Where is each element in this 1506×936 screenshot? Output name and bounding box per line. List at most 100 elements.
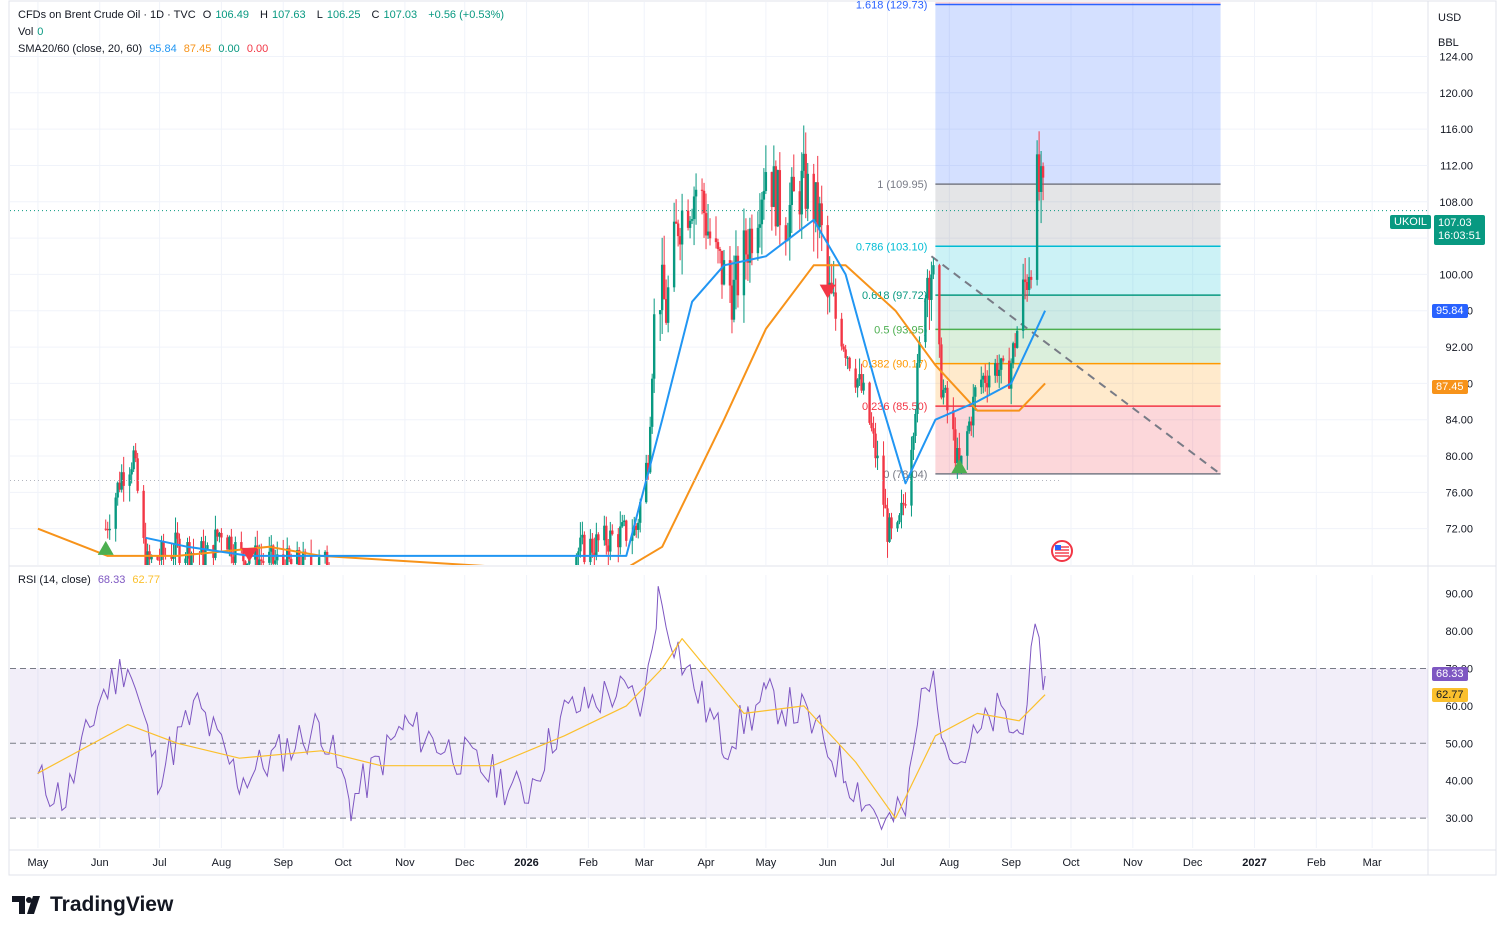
candle-body bbox=[706, 231, 710, 236]
price-tick-label: 72.00 bbox=[1445, 524, 1473, 536]
candle-body bbox=[858, 374, 861, 380]
price-tick-label: 112.00 bbox=[1440, 160, 1473, 172]
candle-body bbox=[708, 231, 712, 239]
candle-body bbox=[848, 357, 851, 369]
candle-body bbox=[994, 363, 997, 376]
price-tick-label: 76.00 bbox=[1445, 487, 1473, 499]
candle-body bbox=[156, 556, 159, 560]
candle-body bbox=[226, 537, 229, 550]
candle-body bbox=[246, 563, 249, 565]
candle-body bbox=[678, 236, 682, 245]
candle-body bbox=[662, 264, 666, 300]
fib-level-label: 0.786 (103.10) bbox=[856, 241, 928, 253]
time-tick-label: Aug bbox=[212, 857, 232, 869]
rsi-tick-label: 40.00 bbox=[1445, 776, 1473, 788]
time-tick-label: Jun bbox=[91, 857, 109, 869]
candle-body bbox=[816, 182, 819, 228]
sma60-value: 87.45 bbox=[183, 43, 212, 55]
fib-zone bbox=[935, 246, 1221, 296]
low-label: L bbox=[316, 9, 323, 21]
time-tick-label: Mar bbox=[1363, 857, 1382, 869]
candle-body bbox=[868, 382, 871, 423]
candle-body bbox=[722, 260, 726, 285]
candle-body bbox=[108, 528, 111, 531]
candle-body bbox=[944, 387, 947, 390]
candle-body bbox=[800, 170, 803, 215]
low-value: 106.25 bbox=[326, 9, 361, 21]
fib-level-label: 0.382 (90.17) bbox=[862, 359, 927, 371]
candle-body bbox=[760, 199, 764, 225]
candle-body bbox=[798, 191, 801, 215]
candle-body bbox=[1029, 276, 1033, 280]
candle-body bbox=[631, 535, 634, 541]
sell-signal-marker bbox=[819, 284, 836, 299]
candle-body bbox=[972, 396, 975, 426]
candle-body bbox=[577, 551, 580, 558]
candle-body bbox=[114, 497, 117, 529]
unit-label[interactable]: BBL bbox=[1438, 37, 1459, 49]
candle-body bbox=[309, 554, 313, 565]
time-tick-label: Oct bbox=[1062, 857, 1079, 869]
candle-body bbox=[136, 458, 139, 491]
candle-body bbox=[918, 342, 921, 364]
volume-label: Vol bbox=[18, 26, 34, 38]
candle-body bbox=[834, 292, 837, 319]
fib-level-label: 0.618 (97.72) bbox=[862, 290, 927, 302]
candle-body bbox=[652, 314, 656, 379]
candle-body bbox=[874, 433, 877, 459]
time-tick-label: Apr bbox=[697, 857, 714, 869]
candle-body bbox=[886, 508, 889, 542]
sma-label: SMA20/60 (close, 20, 60) bbox=[18, 43, 143, 55]
chart-border bbox=[8, 0, 1497, 876]
sell-signal-marker bbox=[241, 547, 258, 562]
candle-body bbox=[605, 525, 608, 546]
currency-label[interactable]: USD bbox=[1438, 12, 1462, 24]
fib-level-label: 1.618 (129.73) bbox=[856, 0, 928, 11]
time-tick-label: Jun bbox=[819, 857, 837, 869]
fib-zone bbox=[935, 295, 1221, 330]
candle-body bbox=[844, 349, 847, 358]
candle-body bbox=[295, 549, 299, 565]
candle-body bbox=[1015, 330, 1019, 348]
candle-body bbox=[958, 448, 961, 469]
rsi-label: RSI (14, close) bbox=[18, 574, 91, 586]
candle-body bbox=[186, 542, 189, 559]
fib-level-label: 0.5 (93.95) bbox=[874, 324, 927, 336]
candle-body bbox=[262, 561, 265, 563]
candle-body bbox=[290, 558, 293, 565]
candle-body bbox=[882, 455, 885, 505]
candle-body bbox=[206, 545, 209, 551]
candle-body bbox=[884, 504, 887, 509]
candle-body bbox=[664, 299, 668, 323]
candle-body bbox=[288, 548, 291, 559]
candle-body bbox=[956, 448, 959, 464]
candle-body bbox=[998, 369, 1001, 376]
candle-body bbox=[234, 542, 237, 563]
candle-body bbox=[890, 517, 893, 529]
fibonacci-retracement[interactable]: 1.618 (129.73) 1 (109.95) 0.786 (103.10) 0.… bbox=[856, 0, 1222, 481]
time-tick-label: Feb bbox=[1307, 857, 1326, 869]
candle-body bbox=[762, 191, 766, 200]
price-tick-label: 84.00 bbox=[1445, 415, 1473, 427]
candle-body bbox=[846, 357, 849, 359]
time-tick-label: May bbox=[755, 857, 776, 869]
candle-body bbox=[1001, 358, 1005, 361]
candle-body bbox=[774, 166, 778, 227]
price-tick-label: 80.00 bbox=[1445, 451, 1473, 463]
candle-body bbox=[968, 421, 971, 432]
rsi-ma-value: 62.77 bbox=[132, 574, 160, 586]
candle-body bbox=[960, 455, 963, 469]
candle-body bbox=[820, 203, 823, 226]
tradingview-logo[interactable]: TradingView bbox=[12, 893, 173, 917]
time-tick-label: Jul bbox=[880, 857, 894, 869]
rsi-ma-line bbox=[37, 637, 1046, 819]
rsi-tag: 68.33 bbox=[1432, 666, 1468, 681]
high-label: H bbox=[260, 9, 268, 21]
time-tick-label: Aug bbox=[940, 857, 960, 869]
trend-line bbox=[930, 255, 1222, 475]
candle-body bbox=[988, 375, 991, 388]
candle-body bbox=[676, 223, 680, 237]
candle-body bbox=[204, 550, 207, 565]
candle-body bbox=[106, 528, 109, 531]
